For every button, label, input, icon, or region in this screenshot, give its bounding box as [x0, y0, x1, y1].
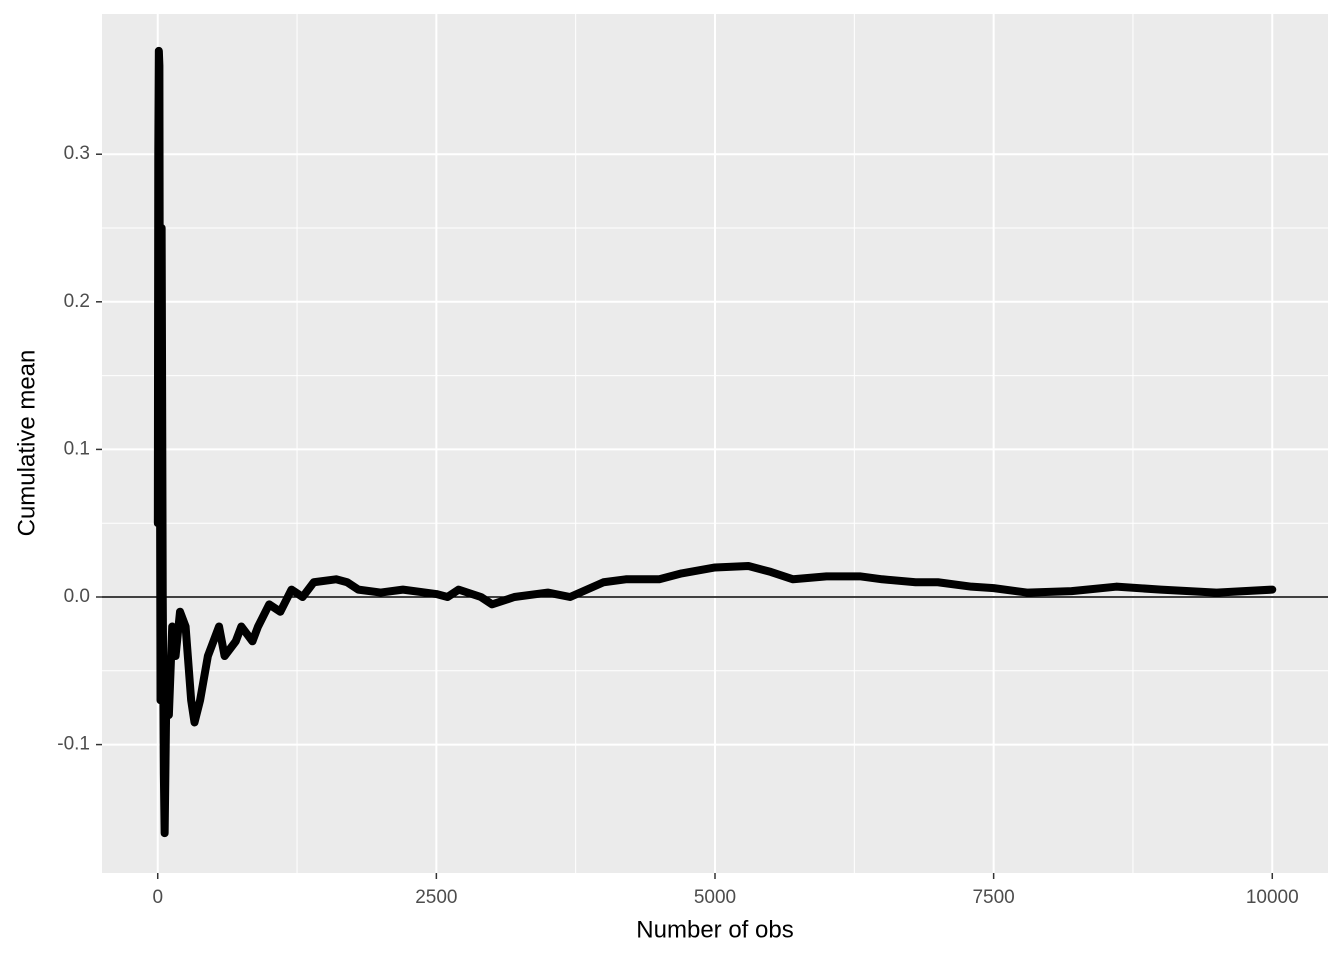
x-tick-label: 2500 — [415, 887, 457, 908]
y-tick-label: 0.3 — [64, 143, 90, 164]
data-line — [153, 46, 1277, 838]
x-tick-label: 10000 — [1246, 887, 1299, 908]
y-tick-label: 0.1 — [64, 438, 90, 459]
y-tick-label: -0.1 — [57, 734, 90, 755]
x-tick-label: 0 — [152, 887, 163, 908]
y-axis-title: Cumulative mean — [13, 350, 40, 537]
y-tick-label: 0.0 — [64, 586, 90, 607]
y-tick-label: 0.2 — [64, 291, 90, 312]
x-tick-label: 5000 — [694, 887, 736, 908]
x-tick-label: 7500 — [972, 887, 1014, 908]
x-axis-title: Number of obs — [636, 916, 793, 943]
